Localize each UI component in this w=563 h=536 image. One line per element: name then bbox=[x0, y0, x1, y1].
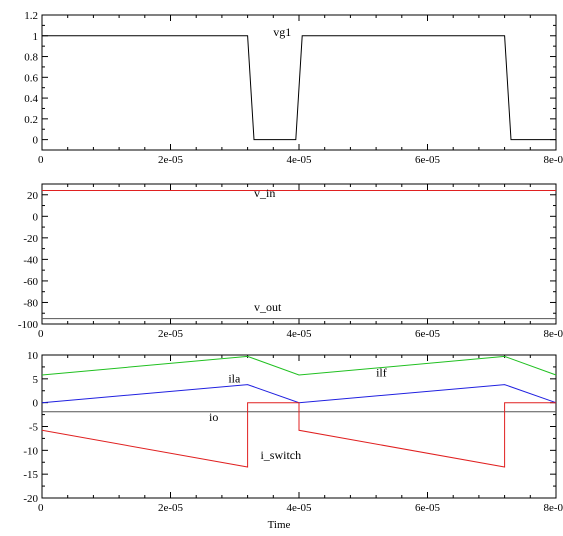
series-line-ila bbox=[41, 384, 557, 404]
y-tick-label: 0.4 bbox=[24, 93, 38, 105]
y-tick-label: 5 bbox=[33, 374, 39, 386]
y-tick-label: -60 bbox=[23, 276, 38, 288]
y-tick-label: -15 bbox=[23, 469, 38, 481]
x-tick-label: 0 bbox=[38, 328, 44, 340]
y-tick-label: 0.2 bbox=[24, 114, 38, 126]
x-tick-label: 8e-05 bbox=[543, 328, 563, 340]
series-label-ilf: ilf bbox=[376, 365, 387, 379]
y-tick-label: 20 bbox=[27, 190, 39, 202]
x-tick-label: 4e-05 bbox=[286, 502, 312, 514]
y-tick-label: 0.6 bbox=[24, 72, 38, 84]
y-tick-label: 1 bbox=[33, 31, 39, 43]
x-tick-label: 0 bbox=[38, 502, 44, 514]
series-label-v-in: v_in bbox=[254, 186, 275, 200]
x-axis-title: Time bbox=[268, 519, 291, 531]
plot-frame-2 bbox=[41, 183, 557, 325]
x-tick-label: 8e-05 bbox=[543, 502, 563, 514]
series-line-vg1 bbox=[42, 35, 556, 141]
x-tick-label: 2e-05 bbox=[158, 328, 184, 340]
series-label-v-out: v_out bbox=[254, 300, 282, 314]
y-tick-label: -20 bbox=[23, 493, 38, 505]
series-label-vg1: vg1 bbox=[273, 25, 291, 39]
x-tick-label: 2e-05 bbox=[158, 502, 184, 514]
y-tick-label: 0 bbox=[33, 398, 39, 410]
x-tick-label: 4e-05 bbox=[286, 154, 312, 166]
y-tick-label: -10 bbox=[23, 445, 38, 457]
x-tick-label: 6e-05 bbox=[415, 328, 441, 340]
y-tick-label: -20 bbox=[23, 233, 38, 245]
x-tick-label: 6e-05 bbox=[415, 502, 441, 514]
y-tick-label: 0 bbox=[33, 135, 39, 147]
series-line-i-switch bbox=[41, 402, 556, 468]
series-label-ila: ila bbox=[228, 372, 241, 386]
y-tick-label: 10 bbox=[27, 350, 39, 362]
y-tick-label: -80 bbox=[23, 297, 38, 309]
series-label-i-switch: i_switch bbox=[260, 448, 301, 462]
y-tick-label: 0.8 bbox=[24, 52, 38, 64]
series-line-ilf bbox=[41, 355, 557, 376]
x-tick-label: 6e-05 bbox=[415, 154, 441, 166]
y-tick-label: 1.2 bbox=[24, 10, 38, 22]
x-tick-label: 2e-05 bbox=[158, 154, 184, 166]
series-label-io: io bbox=[209, 410, 218, 424]
y-tick-label: 0 bbox=[33, 211, 39, 223]
x-tick-label: 4e-05 bbox=[286, 328, 312, 340]
y-tick-label: -5 bbox=[29, 422, 39, 434]
x-tick-label: 8e-05 bbox=[543, 154, 563, 166]
x-tick-label: 0 bbox=[38, 154, 44, 166]
y-tick-label: -40 bbox=[23, 254, 38, 266]
y-tick-label: -100 bbox=[18, 319, 39, 331]
